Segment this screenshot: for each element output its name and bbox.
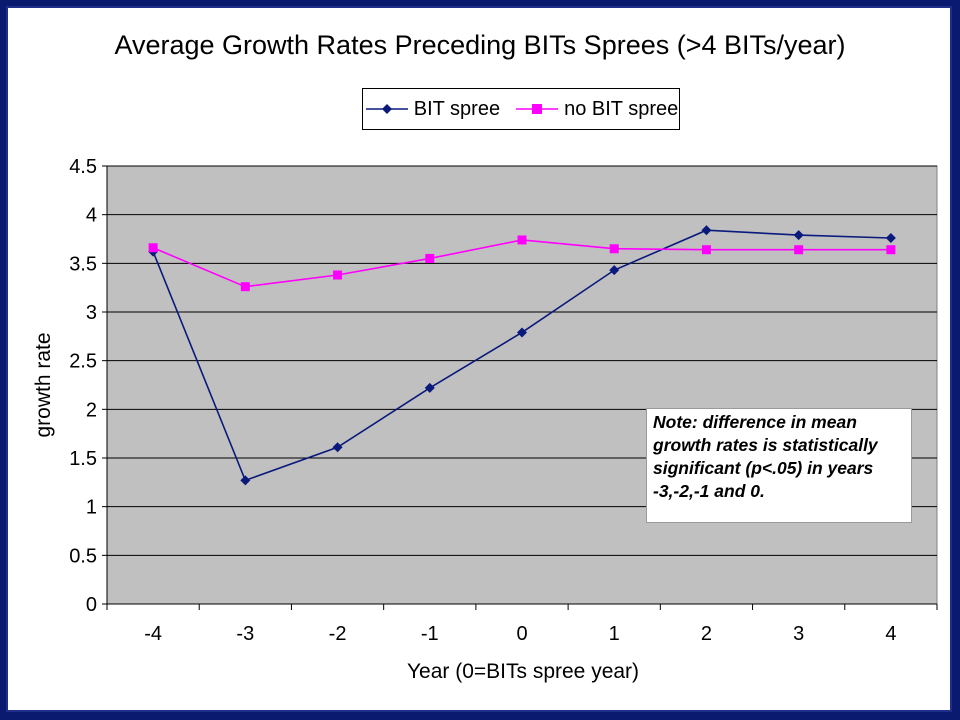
legend-label-no-bit-spree: no BIT spree	[564, 97, 679, 120]
y-tick-label: 0	[86, 594, 97, 616]
y-axis-ticks: 0 0.5 1 1.5 2 2.5 3 3.5 4 4.5	[69, 156, 108, 616]
y-tick-label: 4.5	[69, 156, 97, 178]
point-no-bit-spree	[517, 235, 527, 245]
y-tick-label: 1	[86, 497, 97, 519]
x-tick-label: 3	[793, 623, 804, 645]
point-bit-spree	[701, 225, 712, 236]
point-no-bit-spree	[886, 245, 896, 255]
y-tick-label: 3	[86, 302, 97, 324]
legend-item-bit-spree: BIT spree	[364, 98, 500, 121]
x-tick-label: -3	[236, 623, 254, 645]
note-line-1: Note: difference in mean	[653, 412, 857, 432]
x-tick-label: 1	[609, 623, 620, 645]
point-no-bit-spree	[148, 243, 158, 253]
point-bit-spree	[793, 230, 804, 241]
significance-note: Note: difference in mean growth rates is…	[646, 408, 912, 523]
x-tick-label: 2	[701, 623, 712, 645]
y-tick-label: 1.5	[69, 448, 97, 470]
point-bit-spree	[609, 265, 620, 276]
point-bit-spree	[885, 233, 896, 244]
note-line-2: growth rates is statistically	[653, 435, 878, 455]
point-no-bit-spree	[333, 270, 343, 280]
point-no-bit-spree	[609, 244, 619, 254]
y-axis-label: growth rate	[32, 332, 55, 438]
y-tick-label: 4	[86, 205, 97, 227]
x-tick-label: -4	[144, 623, 162, 645]
point-bit-spree	[240, 475, 251, 486]
point-bit-spree	[424, 382, 435, 393]
point-no-bit-spree	[701, 245, 711, 255]
point-bit-spree	[517, 327, 527, 338]
legend-swatch-bit-spree	[365, 104, 408, 114]
legend-swatch-no-bit-spree	[516, 104, 559, 114]
point-bit-spree	[332, 442, 343, 453]
x-tick-label: -1	[421, 623, 439, 645]
x-tick-label: -2	[329, 623, 347, 645]
y-tick-label: 2	[86, 399, 97, 421]
legend-label-bit-spree: BIT spree	[413, 97, 501, 120]
legend: BIT spree no BIT spree	[362, 88, 680, 130]
point-no-bit-spree	[794, 245, 804, 255]
point-no-bit-spree	[425, 253, 435, 263]
plot-area	[106, 165, 938, 605]
x-axis-label: Year (0=BITs spree year)	[406, 660, 640, 683]
point-no-bit-spree	[240, 282, 250, 292]
note-line-3: significant (p<.05) in years	[653, 458, 874, 478]
y-tick-label: 3.5	[69, 253, 97, 275]
x-tick-label: 4	[885, 623, 896, 645]
legend-item-no-bit-spree: no BIT spree	[514, 98, 678, 121]
x-tick-label: 0	[516, 623, 527, 645]
chart-title: Average Growth Rates Preceding BITs Spre…	[114, 30, 846, 60]
series-markers	[148, 225, 896, 486]
x-axis-ticks: -4 -3 -2 -1 0 1 2 3 4	[106, 603, 938, 645]
y-tick-label: 2.5	[69, 351, 97, 373]
note-line-4: -3,-2,-1 and 0.	[653, 481, 765, 501]
y-tick-label: 0.5	[69, 545, 97, 567]
